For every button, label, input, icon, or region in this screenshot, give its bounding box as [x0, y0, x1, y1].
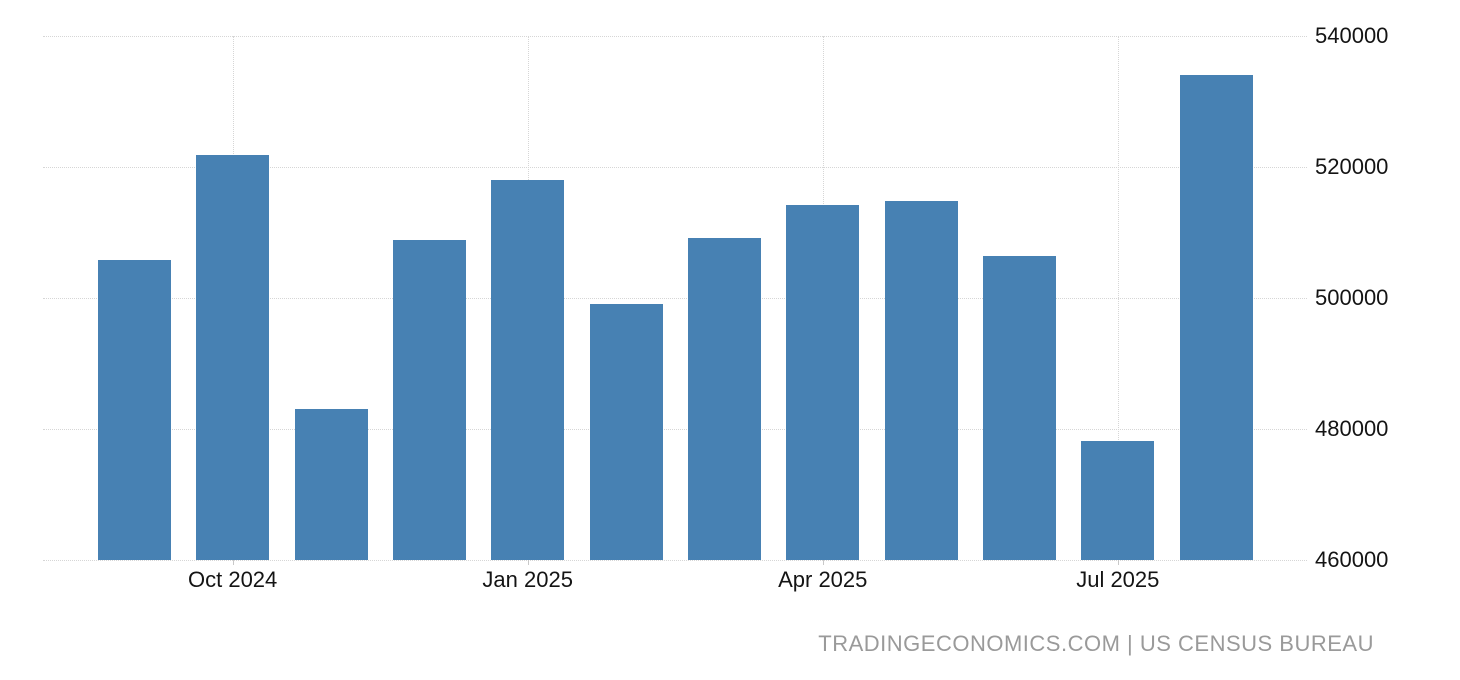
y-gridline: [43, 429, 1307, 431]
bar-jun-2025[interactable]: [982, 256, 1056, 560]
y-axis-tick-label: 520000: [1315, 154, 1389, 180]
y-axis-tick-label: 460000: [1315, 547, 1389, 572]
x-axis-tick-label: Jan 2025: [482, 567, 573, 592]
x-axis-tick-label: Apr 2025: [778, 567, 868, 592]
bar-may-2025[interactable]: [884, 200, 958, 560]
y-gridline: [43, 36, 1307, 38]
x-axis-tick-mark: [232, 560, 234, 565]
y-axis-tick-label: 500000: [1315, 285, 1389, 311]
bar-nov-2024[interactable]: [294, 409, 368, 560]
y-gridline: [43, 298, 1307, 300]
chart-source-attribution: TRADINGECONOMICS.COM | US CENSUS BUREAU: [818, 631, 1374, 656]
x-axis-tick-label: Oct 2024: [188, 567, 278, 592]
bar-oct-2024[interactable]: [196, 154, 270, 560]
bar-jan-2025[interactable]: [491, 179, 565, 560]
bar-aug-2025[interactable]: [1179, 75, 1253, 560]
bar-dec-2024[interactable]: [392, 239, 466, 560]
x-axis-tick-mark: [822, 560, 824, 565]
bar-mar-2025[interactable]: [687, 237, 761, 560]
bar-feb-2025[interactable]: [589, 303, 663, 560]
x-axis-tick-mark: [1117, 560, 1119, 565]
y-gridline: [43, 560, 1307, 561]
x-axis-tick-mark: [527, 560, 529, 565]
bar-sep-2024[interactable]: [97, 260, 171, 560]
x-axis-tick-label: Jul 2025: [1076, 567, 1160, 592]
x-gridline: [1117, 36, 1119, 560]
bar-apr-2025[interactable]: [786, 205, 860, 560]
y-axis-tick-label: 480000: [1315, 416, 1389, 442]
y-gridline: [43, 167, 1307, 169]
bar-jul-2025[interactable]: [1081, 441, 1155, 560]
y-axis-tick-label: 540000: [1315, 23, 1389, 49]
